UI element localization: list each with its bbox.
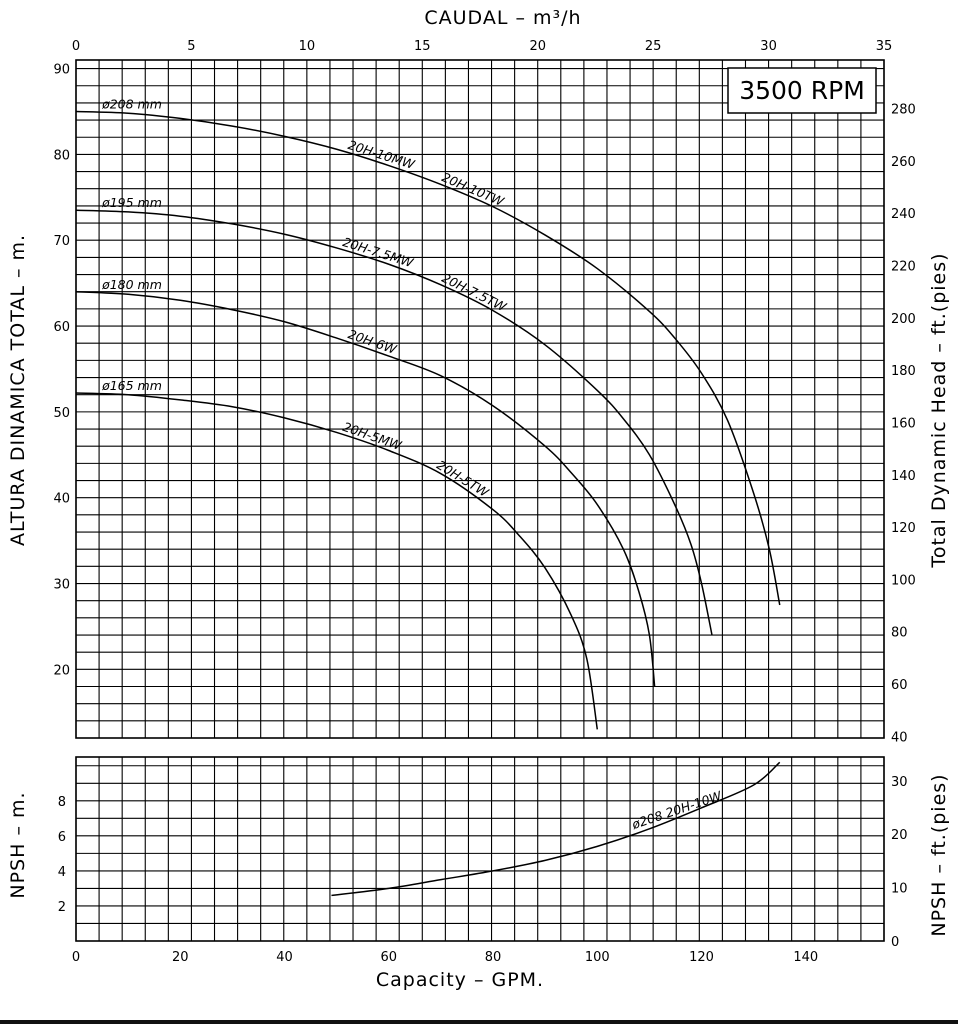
bottom-tick-label: 40	[276, 950, 293, 965]
right-tick-label: 80	[891, 626, 908, 641]
upper-plot-frame	[75, 59, 885, 739]
npsh-left-tick-label: 4	[58, 865, 66, 880]
top-axis-title: CAUDAL – m³/h	[424, 7, 581, 29]
right-tick-label: 160	[891, 416, 916, 431]
bottom-tick-label: 80	[485, 950, 502, 965]
left-tick-label: 90	[53, 63, 70, 78]
lower-plot-frame	[75, 756, 885, 942]
left-tick-label: 40	[53, 492, 70, 507]
head-curve-line	[75, 392, 599, 730]
top-tick-label: 10	[299, 39, 316, 54]
impeller-diameter-label: ø165 mm	[101, 378, 162, 393]
npsh-left-tick-label: 8	[58, 795, 66, 810]
right-tick-label: 40	[891, 730, 908, 745]
bottom-tick-label: 0	[72, 950, 80, 965]
right-tick-label: 220	[891, 259, 916, 274]
head-curve-line	[75, 209, 713, 636]
right-axis-title: Total Dynamic Head – ft.(pies)	[928, 252, 950, 568]
top-tick-label: 15	[414, 39, 431, 54]
left-tick-label: 80	[53, 148, 70, 163]
rpm-label: 3500 RPM	[739, 76, 865, 105]
rpm-box	[727, 67, 877, 114]
npsh-left-tick-label: 6	[58, 830, 66, 845]
model-label: 20H-10TW	[440, 169, 507, 209]
bottom-edge-bar	[0, 1020, 958, 1024]
bottom-tick-label: 20	[172, 950, 189, 965]
upper-grid	[75, 60, 885, 738]
right-tick-label: 180	[891, 364, 916, 379]
npsh-right-tick-label: 10	[891, 882, 908, 897]
bottom-axis-title: Capacity – GPM.	[376, 969, 544, 991]
bottom-tick-label: 140	[793, 950, 818, 965]
npsh-right-tick-label: 20	[891, 828, 908, 843]
left-tick-label: 60	[53, 320, 70, 335]
right-tick-label: 280	[891, 103, 916, 118]
model-label: 20H-7.5TW	[440, 270, 510, 315]
impeller-diameter-label: ø208 mm	[101, 96, 162, 111]
curves-layer	[75, 110, 781, 897]
left-axis-title: ALTURA DINAMICA TOTAL – m.	[7, 234, 29, 546]
top-tick-label: 0	[72, 39, 80, 54]
head-curve-line	[75, 110, 781, 606]
top-tick-label: 30	[760, 39, 777, 54]
left-tick-label: 20	[53, 663, 70, 678]
bottom-tick-label: 120	[689, 950, 714, 965]
npsh-right-tick-label: 0	[891, 935, 899, 950]
left-tick-label: 30	[53, 578, 70, 593]
top-tick-label: 5	[187, 39, 195, 54]
impeller-diameter-label: ø195 mm	[101, 195, 162, 210]
left-tick-label: 50	[53, 406, 70, 421]
top-tick-label: 35	[876, 39, 893, 54]
left-tick-label: 70	[53, 234, 70, 249]
top-tick-label: 25	[645, 39, 662, 54]
bottom-tick-label: 100	[585, 950, 610, 965]
right-tick-label: 200	[891, 312, 916, 327]
npsh-right-axis-title: NPSH – ft.(pies)	[928, 773, 950, 936]
model-label: 20H-10MW	[346, 137, 417, 172]
top-tick-label: 20	[529, 39, 546, 54]
npsh-curve-line	[331, 761, 781, 897]
head-curve-line	[75, 290, 656, 687]
npsh-left-tick-label: 2	[58, 900, 66, 915]
right-tick-label: 60	[891, 678, 908, 693]
npsh-right-tick-label: 30	[891, 775, 908, 790]
model-label: 20H-5MW	[341, 419, 404, 453]
right-tick-label: 120	[891, 521, 916, 536]
npsh-left-axis-title: NPSH – m.	[7, 791, 29, 898]
lower-grid	[75, 757, 885, 941]
bottom-tick-label: 60	[381, 950, 398, 965]
model-label: 20H-6W	[346, 326, 399, 357]
right-tick-label: 100	[891, 573, 916, 588]
labels-layer: 0 5 10 15 20 25 30 350 20 40 60 80 100 120 14020304050…	[53, 39, 915, 965]
right-tick-label: 140	[891, 469, 916, 484]
impeller-diameter-label: ø180 mm	[101, 277, 162, 292]
right-tick-label: 260	[891, 155, 916, 170]
right-tick-label: 240	[891, 207, 916, 222]
